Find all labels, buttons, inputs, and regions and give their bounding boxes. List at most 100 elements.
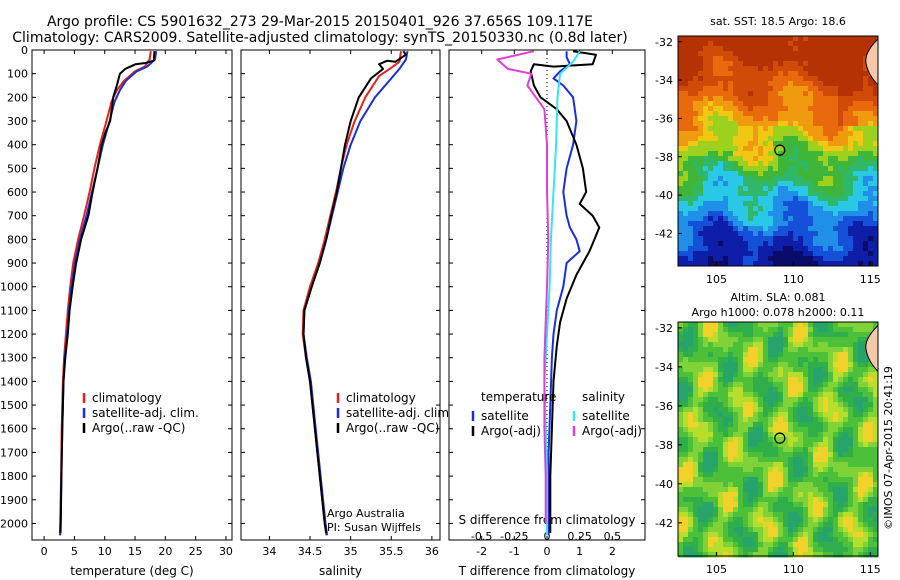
map-cell [708, 121, 714, 127]
map-cell [818, 422, 824, 428]
map-cell [718, 477, 724, 483]
map-cell [728, 81, 734, 87]
map-cell [718, 532, 724, 538]
map-cell [823, 66, 829, 72]
map-cell [833, 477, 839, 483]
map-cell [763, 61, 769, 67]
map-cell [728, 377, 734, 383]
map-cell [813, 407, 819, 413]
map-cell [803, 231, 809, 237]
map-cell [828, 492, 834, 498]
map-cell [763, 221, 769, 227]
map-cell [803, 146, 809, 152]
map-cell [718, 201, 724, 207]
annotation-line-1: Argo Australia [327, 507, 405, 520]
map-cell [738, 256, 744, 262]
map-cell [688, 407, 694, 413]
map-cell [808, 352, 814, 358]
map-cell [808, 527, 814, 533]
map-cell [808, 256, 814, 262]
map-cell [723, 146, 729, 152]
map-cell [798, 462, 804, 468]
map-cell [813, 191, 819, 197]
map-cell [828, 256, 834, 262]
map-cell [698, 427, 704, 433]
map-cell [853, 457, 859, 463]
map-cell [708, 236, 714, 242]
map-cell [778, 397, 784, 403]
map-cell [748, 186, 754, 192]
map-cell [793, 181, 799, 187]
map-cell [748, 427, 754, 433]
map-cell [773, 86, 779, 92]
map-title: Altim. SLA: 0.081 [730, 291, 825, 304]
map-cell [853, 522, 859, 528]
map-cell [728, 477, 734, 483]
map-cell [788, 91, 794, 97]
map-cell [853, 76, 859, 82]
map-cell [768, 412, 774, 418]
map-cell [788, 231, 794, 237]
map-cell [738, 482, 744, 488]
map-cell [708, 101, 714, 107]
map-cell [843, 136, 849, 142]
map-cell [718, 392, 724, 398]
map-cell [843, 502, 849, 508]
map-cell [863, 437, 869, 443]
map-cell [783, 517, 789, 523]
map-cell [723, 151, 729, 157]
map-cell [803, 547, 809, 553]
coastline [865, 37, 879, 87]
map-cell [868, 427, 874, 433]
map-cell [803, 452, 809, 458]
map-cell [683, 211, 689, 217]
map-cell [743, 161, 749, 167]
map-cell [838, 111, 844, 117]
map-cell [768, 417, 774, 423]
map-cell [713, 427, 719, 433]
map-cell [763, 151, 769, 157]
map-cell [838, 522, 844, 528]
map-cell [803, 437, 809, 443]
map-cell [768, 472, 774, 478]
map-cell [818, 236, 824, 242]
map-cell [738, 322, 744, 328]
map-cell [823, 407, 829, 413]
map-cell [748, 332, 754, 338]
map-cell [768, 61, 774, 67]
map-cell [873, 552, 879, 558]
map-cell [718, 106, 724, 112]
map-cell [823, 462, 829, 468]
map-cell [863, 181, 869, 187]
map-cell [718, 462, 724, 468]
map-cell [863, 427, 869, 433]
map-cell [783, 532, 789, 538]
map-cell [798, 256, 804, 262]
map-cell [818, 322, 824, 328]
map-cell [743, 407, 749, 413]
map-cell [838, 407, 844, 413]
map-cell [733, 81, 739, 87]
map-cell [738, 342, 744, 348]
map-cell [793, 422, 799, 428]
map-cell [733, 51, 739, 57]
map-cell [743, 417, 749, 423]
map-cell [698, 251, 704, 257]
map-cell [713, 136, 719, 142]
map-cell [688, 362, 694, 368]
map-cell [738, 517, 744, 523]
map-cell [693, 121, 699, 127]
map-cell [743, 427, 749, 433]
map-cell [768, 497, 774, 503]
map-cell [823, 392, 829, 398]
map-cell [778, 101, 784, 107]
map-cell [723, 211, 729, 217]
map-cell [803, 412, 809, 418]
map-cell [803, 241, 809, 247]
map-cell [763, 121, 769, 127]
map-cell [738, 56, 744, 62]
map-cell [783, 86, 789, 92]
map-cell [778, 196, 784, 202]
map-cell [688, 412, 694, 418]
map-cell [748, 477, 754, 483]
